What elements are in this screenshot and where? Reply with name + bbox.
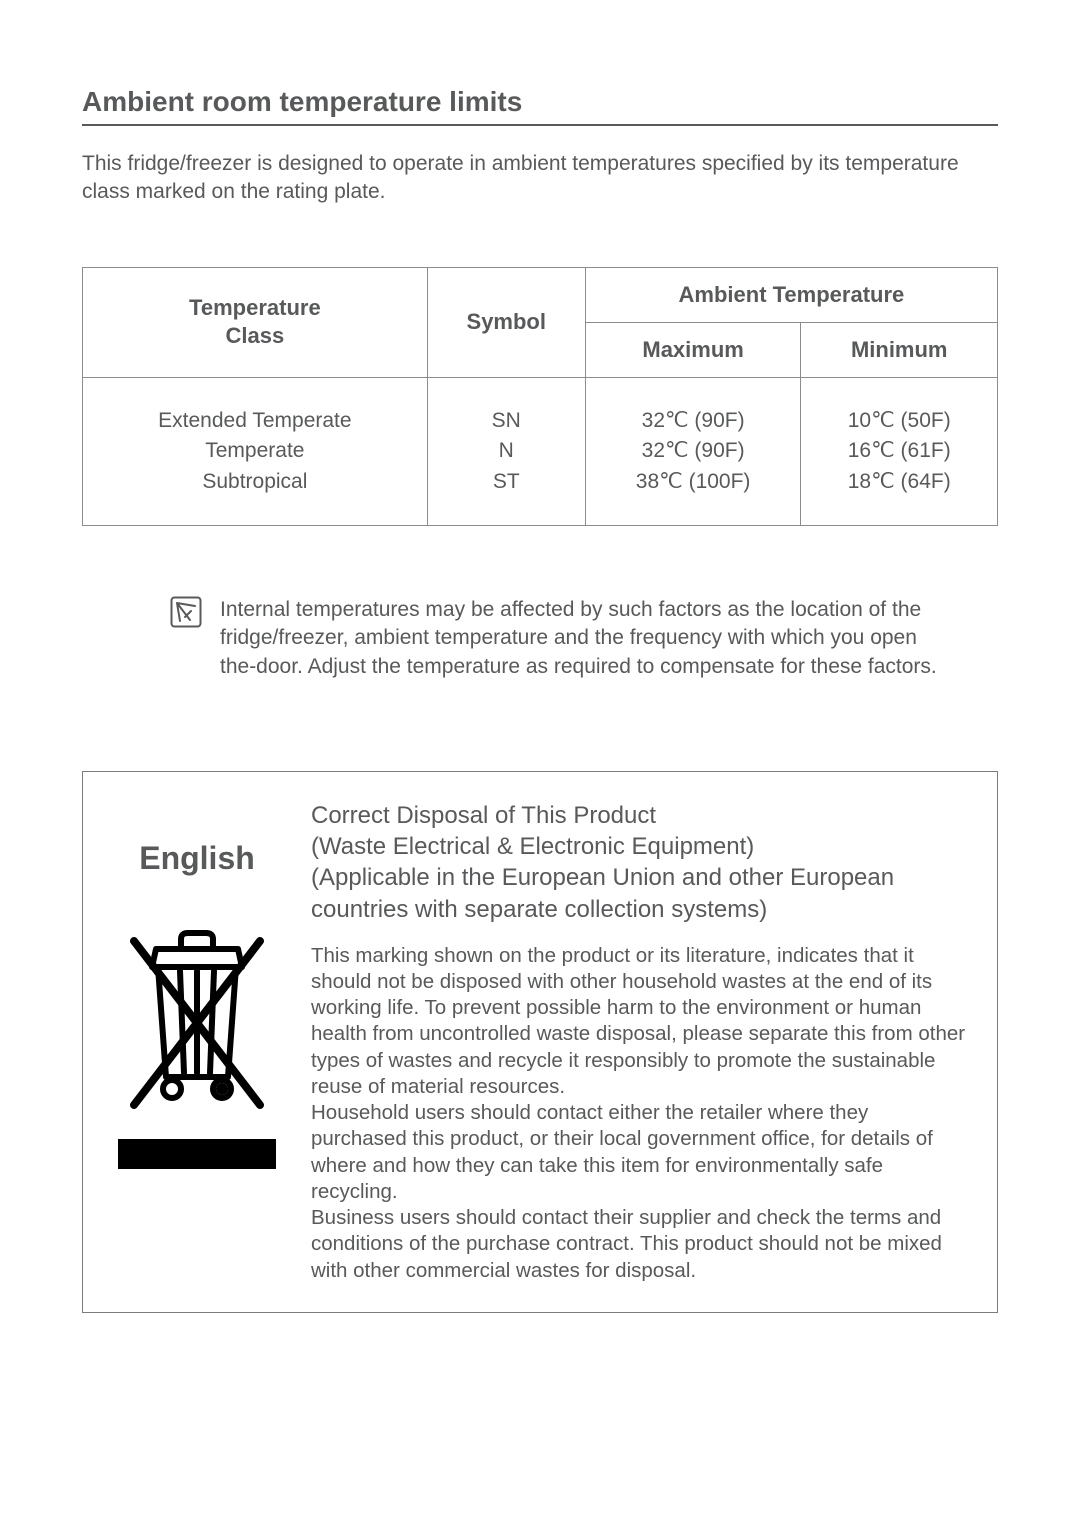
cell-max-line: 32℃ (90F) (594, 436, 793, 466)
cell-symbol-line: ST (436, 467, 577, 497)
col-header-maximum: Maximum (585, 322, 801, 377)
cell-min: 10℃ (50F) 16℃ (61F) 18℃ (64F) (801, 377, 998, 525)
cell-class-line: Subtropical (91, 467, 419, 497)
cell-symbol-line: N (436, 436, 577, 466)
cell-min-line: 18℃ (64F) (809, 467, 989, 497)
disposal-right-column: Correct Disposal of This Product (Waste … (311, 800, 969, 1284)
disposal-paragraph: This marking shown on the product or its… (311, 943, 969, 1100)
col-header-ambient: Ambient Temperature (585, 267, 997, 322)
col-header-temp-class-text: TemperatureClass (189, 295, 321, 349)
cell-symbol: SN N ST (427, 377, 585, 525)
intro-paragraph: This fridge/freezer is designed to opera… (82, 150, 998, 207)
weee-crossed-bin-icon (118, 927, 276, 1127)
note-text: Internal temperatures may be affected by… (220, 596, 958, 681)
cell-class-line: Extended Temperate (91, 406, 419, 436)
cell-class: Extended Temperate Temperate Subtropical (83, 377, 428, 525)
temperature-class-table: TemperatureClass Symbol Ambient Temperat… (82, 267, 998, 526)
section-title: Ambient room temperature limits (82, 86, 998, 126)
col-header-temp-class: TemperatureClass (83, 267, 428, 377)
disposal-section: English (82, 771, 998, 1313)
table-row: Extended Temperate Temperate Subtropical… (83, 377, 998, 525)
cell-min-line: 10℃ (50F) (809, 406, 989, 436)
disposal-paragraph: Household users should contact either th… (311, 1100, 969, 1205)
disposal-heading-line: (Applicable in the European Union and ot… (311, 862, 969, 924)
disposal-heading-line: (Waste Electrical & Electronic Equipment… (311, 831, 969, 862)
information-note: Internal temperatures may be affected by… (82, 596, 998, 681)
note-icon (170, 596, 202, 628)
disposal-heading-line: Correct Disposal of This Product (311, 800, 969, 831)
col-header-symbol: Symbol (427, 267, 585, 377)
disposal-paragraph: Business users should contact their supp… (311, 1205, 969, 1284)
disposal-body: This marking shown on the product or its… (311, 943, 969, 1284)
disposal-left-column: English (111, 800, 283, 1284)
cell-max-line: 32℃ (90F) (594, 406, 793, 436)
cell-max-line: 38℃ (100F) (594, 467, 793, 497)
cell-symbol-line: SN (436, 406, 577, 436)
language-label: English (139, 840, 255, 877)
weee-underbar-icon (118, 1139, 276, 1169)
cell-min-line: 16℃ (61F) (809, 436, 989, 466)
col-header-minimum: Minimum (801, 322, 998, 377)
cell-max: 32℃ (90F) 32℃ (90F) 38℃ (100F) (585, 377, 801, 525)
disposal-heading: Correct Disposal of This Product (Waste … (311, 800, 969, 925)
cell-class-line: Temperate (91, 436, 419, 466)
